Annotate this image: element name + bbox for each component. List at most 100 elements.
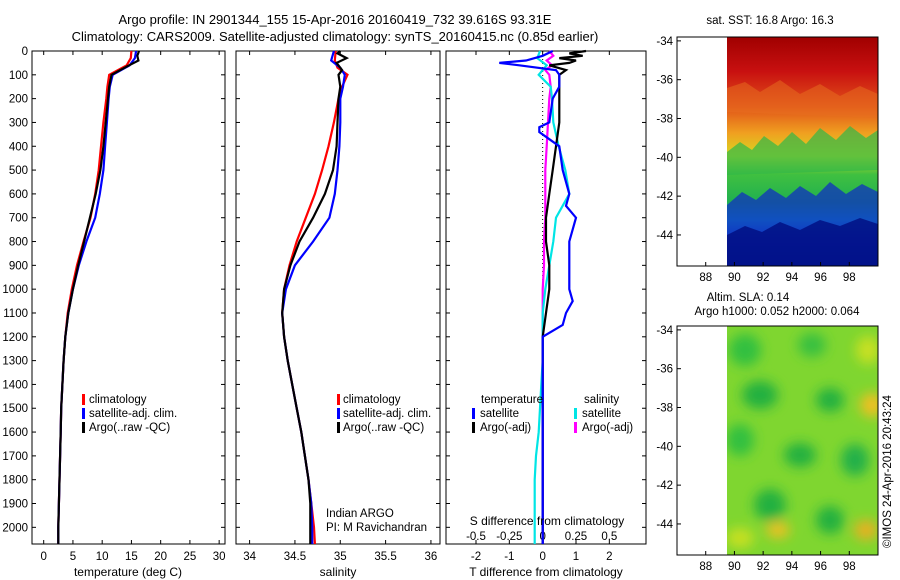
x-tick-label: 0: [40, 551, 46, 563]
salinity-xlabel: salinity: [320, 565, 357, 579]
sst-map-axes: -34 -36 -38 -40 -42 -44 88 90 92 94 96 98: [656, 36, 855, 284]
map-y-tick-label: -36: [656, 364, 673, 376]
depth-tick-label: 1400: [2, 379, 28, 391]
temperature-xlabel: temperature (deg C): [74, 565, 182, 579]
salinity-plot: 34 34.5 35 35.5 36: [236, 50, 440, 563]
salinity-plot-frame: [235, 50, 441, 545]
series-line: [533, 50, 571, 544]
depth-tick-label: 1700: [2, 451, 28, 463]
depth-tick-label: 1800: [2, 475, 28, 487]
depth-tick-label: 800: [9, 237, 28, 249]
depth-tick-label: 100: [9, 70, 28, 82]
legend-swatch-s-argo: [574, 422, 577, 433]
map-y-tick-label: -40: [656, 152, 673, 164]
legend-label-t-argo: Argo(-adj): [480, 422, 531, 434]
depth-tick-label: 400: [9, 141, 28, 153]
legend-label-climatology: climatology: [89, 394, 147, 406]
legend-label-satellite: satellite-adj. clim.: [89, 408, 177, 420]
legend-swatch-satellite: [337, 408, 340, 419]
sst-map-title: sat. SST: 16.8 Argo: 16.3: [706, 15, 833, 27]
legend-header-temperature: temperature: [481, 394, 543, 406]
map-y-tick-label: -44: [656, 230, 673, 242]
temperature-legend: climatology satellite-adj. clim. Argo(..…: [82, 394, 177, 434]
difference-plot: -2 -1 0 1 2-0.5 -0.25 0 0.25 0.5: [446, 49, 646, 563]
float-program-text: Indian ARGO: [326, 508, 394, 520]
map-y-tick-label: -44: [656, 519, 673, 531]
map-y-tick-label: -40: [656, 441, 673, 453]
series-line: [281, 50, 350, 544]
map-y-tick-label: -38: [656, 114, 673, 126]
title-line-2: Climatology: CARS2009. Satellite-adjuste…: [71, 29, 599, 44]
map-x-tick-label: 98: [843, 272, 856, 284]
x-tick-label: 5: [70, 551, 76, 563]
legend-swatch-argo: [337, 422, 340, 433]
map-x-tick-label: 94: [785, 272, 798, 284]
timestamp-text: ©IMOS 24-Apr-2016 20:43:24: [882, 394, 894, 548]
legend-label-argo: Argo(..raw -QC): [343, 422, 424, 434]
sla-map-subtitle: Argo h1000: 0.052 h2000: 0.064: [695, 306, 861, 318]
x-tick-label: 10: [96, 551, 109, 563]
map-x-tick-label: 94: [785, 561, 798, 573]
depth-tick-label: 1100: [3, 308, 28, 320]
depth-tick-label: 300: [9, 117, 28, 129]
depth-tick-label: 1000: [2, 284, 28, 296]
x-tick-label: -1: [504, 551, 514, 563]
map-y-tick-label: -34: [656, 325, 673, 337]
map-x-tick-label: 90: [728, 272, 741, 284]
sla-map-axes: -34 -36 -38 -40 -42 -44 88 90 92 94 96 98: [656, 325, 855, 573]
x-tick-label: 1: [573, 551, 579, 563]
s-tick-label: 0.5: [601, 531, 617, 543]
legend-swatch-climatology: [337, 394, 340, 405]
legend-swatch-argo: [82, 422, 85, 433]
x-tick-label: 34: [243, 551, 256, 563]
legend-swatch-satellite: [82, 408, 85, 419]
map-x-tick-label: 96: [814, 561, 827, 573]
depth-tick-label: 700: [9, 213, 28, 225]
map-x-tick-label: 88: [699, 272, 712, 284]
depth-tick-label: 500: [9, 165, 28, 177]
series-line: [499, 50, 578, 544]
x-tick-label: 25: [184, 551, 197, 563]
depth-tick-label: 0: [22, 46, 28, 58]
temperature-plot-frame: [31, 50, 226, 545]
depth-tick-label: 900: [9, 260, 28, 272]
map-x-tick-label: 90: [728, 561, 741, 573]
depth-tick-label: 600: [9, 189, 28, 201]
depth-tick-label: 1300: [2, 356, 28, 368]
depth-tick-label: 1500: [2, 403, 28, 415]
map-x-tick-label: 98: [843, 561, 856, 573]
x-tick-label: 20: [154, 551, 167, 563]
legend-swatch-climatology: [82, 394, 85, 405]
depth-tick-label: 1200: [2, 332, 28, 344]
x-tick-label: 35.5: [374, 551, 396, 563]
legend-label-argo: Argo(..raw -QC): [89, 422, 170, 434]
difference-xlabel: T difference from climatology: [469, 565, 623, 579]
legend-label-climatology: climatology: [343, 394, 401, 406]
difference-plot-frame: [445, 50, 647, 545]
pi-name-text: PI: M Ravichandran: [326, 522, 427, 534]
legend-swatch-t-argo: [472, 422, 475, 433]
legend-label-satellite: satellite-adj. clim.: [343, 408, 431, 420]
series-line: [281, 50, 346, 544]
salinity-legend: climatology satellite-adj. clim. Argo(..…: [337, 394, 431, 434]
legend-swatch-s-satellite: [574, 408, 577, 419]
sst-map-image: [727, 37, 878, 266]
s-tick-label: -0.25: [496, 531, 522, 543]
x-tick-label: 0: [539, 551, 545, 563]
map-y-tick-label: -42: [656, 480, 673, 492]
x-tick-label: 2: [606, 551, 612, 563]
series-line: [57, 50, 141, 544]
depth-tick-label: 1600: [2, 427, 28, 439]
map-y-tick-label: -38: [656, 403, 673, 415]
map-x-tick-label: 88: [699, 561, 712, 573]
sst-map-frame: [676, 36, 879, 267]
temperature-plot: 0 5 10 15 20 25 30: [32, 50, 226, 563]
sla-map-image: [727, 326, 878, 555]
series-line: [57, 50, 133, 544]
difference-xlabel-top: S difference from climatology: [470, 514, 625, 528]
legend-label-s-argo: Argo(-adj): [582, 422, 633, 434]
title-line-1: Argo profile: IN 2901344_155 15-Apr-2016…: [118, 12, 552, 27]
map-x-tick-label: 92: [757, 561, 770, 573]
x-tick-label: 30: [213, 551, 226, 563]
